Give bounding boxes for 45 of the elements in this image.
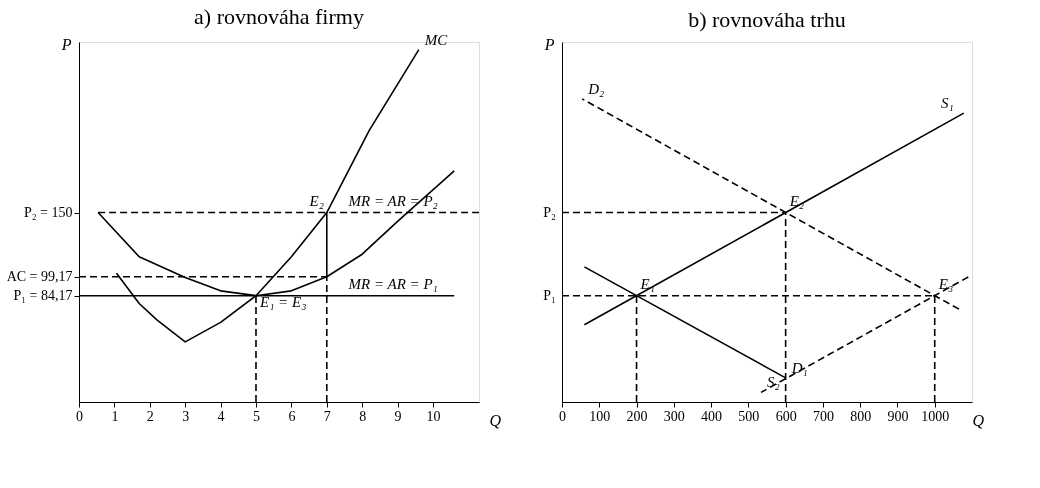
- x-tick-label: 200: [626, 408, 648, 424]
- x-tick-label: 7: [323, 408, 331, 424]
- series-label: D₁: [790, 359, 808, 376]
- annotation: MR = AR = P₁: [347, 275, 438, 292]
- x-tick-label: 10: [426, 408, 441, 424]
- x-tick-label: 1: [111, 408, 119, 424]
- x-tick-label: 600: [775, 408, 797, 424]
- x-tick-label: 1000: [921, 408, 950, 424]
- y-tick-label: P₂ = 150: [23, 205, 73, 221]
- x-tick-label: 800: [850, 408, 872, 424]
- annotation: P₁: [543, 287, 556, 303]
- x-tick-label: 4: [217, 408, 225, 424]
- x-tick-label: 0: [559, 408, 566, 424]
- x-tick-label: 400: [701, 408, 723, 424]
- x-tick-label: 700: [812, 408, 834, 424]
- x-tick-label: 6: [288, 408, 296, 424]
- x-tick-label: 2: [146, 408, 154, 424]
- x-axis-title: Q: [972, 411, 985, 429]
- x-tick-label: 3: [182, 408, 190, 424]
- series-label: MC: [423, 31, 449, 48]
- series-label: S₁: [941, 95, 954, 112]
- series-label: D₂: [587, 80, 605, 97]
- annotation: E₁ = E₃: [258, 293, 307, 310]
- chart-title: b) rovnováha trhu: [688, 7, 846, 32]
- chart-title: a) rovnováha firmy: [194, 3, 364, 29]
- x-tick-label: 8: [359, 408, 367, 424]
- series-label: S₂: [767, 374, 780, 391]
- annotation: E₃: [937, 275, 954, 292]
- y-axis-title: P: [60, 35, 72, 53]
- x-tick-label: 300: [663, 408, 685, 424]
- annotation: E₂: [308, 192, 324, 209]
- x-tick-label: 900: [887, 408, 909, 424]
- y-tick-label: AC = 99,17: [6, 269, 73, 285]
- annotation: E₂: [788, 192, 805, 209]
- y-tick-label: P₁ = 84,17: [13, 288, 73, 304]
- x-axis-title: Q: [489, 411, 502, 429]
- x-tick-label: 0: [76, 408, 83, 424]
- annotation: MR = AR = P₂: [347, 192, 438, 209]
- annotation: P₂: [543, 204, 557, 220]
- annotation: E₁: [639, 275, 655, 292]
- y-axis-title: P: [543, 35, 555, 53]
- x-tick-label: 5: [252, 408, 260, 424]
- x-tick-label: 100: [589, 408, 611, 424]
- x-tick-label: 9: [394, 408, 402, 424]
- x-tick-label: 500: [738, 408, 760, 424]
